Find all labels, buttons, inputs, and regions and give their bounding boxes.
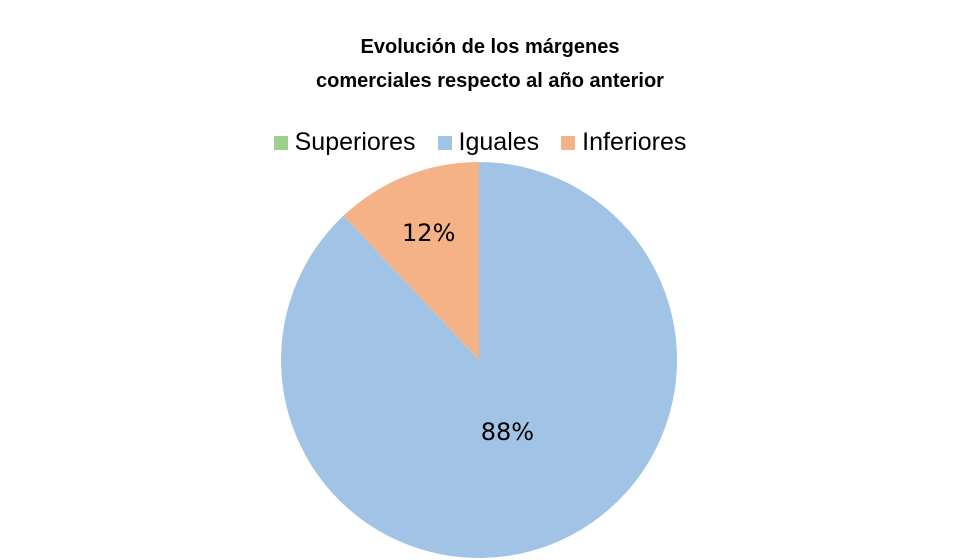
legend: Superiores Iguales Inferiores [0, 128, 960, 157]
legend-label-iguales: Iguales [458, 128, 540, 156]
pie-slice-inferiores [343, 162, 479, 360]
legend-label-inferiores: Inferiores [582, 128, 687, 156]
data-label-inferiores: 12% [402, 219, 455, 247]
pie-data-labels: 88% 12% [402, 219, 534, 446]
pie-slices [281, 162, 678, 558]
legend-item-superiores: Superiores [273, 128, 416, 157]
chart-title-line-2: comerciales respecto al año anterior [316, 70, 664, 92]
legend-swatch-iguales [437, 135, 452, 150]
legend-item-inferiores: Inferiores [561, 128, 686, 157]
legend-item-iguales: Iguales [437, 128, 540, 157]
legend-swatch-inferiores [561, 135, 576, 150]
chart-title-line-1: Evolución de los márgenes [360, 36, 620, 58]
pie-slice-iguales [281, 162, 678, 558]
legend-label-superiores: Superiores [294, 128, 416, 156]
data-label-iguales: 88% [481, 418, 534, 446]
legend-swatch-superiores [273, 135, 288, 150]
chart-title: Evolución de los márgenes comerciales re… [0, 30, 980, 98]
